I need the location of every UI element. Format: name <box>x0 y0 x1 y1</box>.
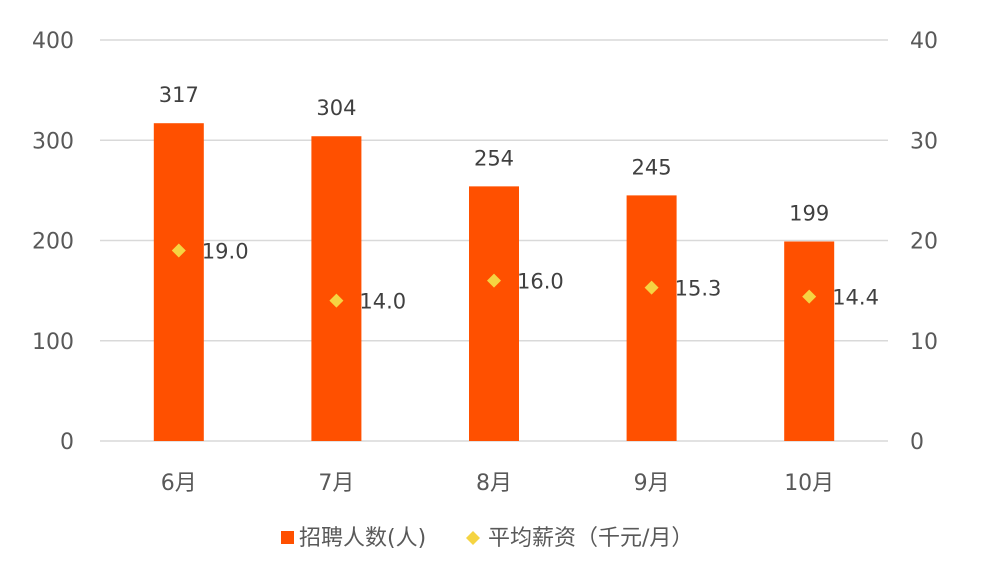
left-tick-label: 100 <box>32 330 74 355</box>
legend: 招聘人数(人) 平均薪资（千元/月） <box>281 526 693 551</box>
bar-value-label: 254 <box>474 146 514 170</box>
right-tick-label: 0 <box>910 430 924 455</box>
right-axis: 0 10 20 30 40 <box>910 29 938 455</box>
right-tick-label: 20 <box>910 230 938 255</box>
bar-data-labels: 317 304 254 245 199 <box>159 83 829 225</box>
category-label: 6月 <box>161 471 197 496</box>
salary-value-label: 15.3 <box>675 277 722 301</box>
salary-value-label: 14.0 <box>359 290 406 314</box>
bar-value-label: 199 <box>789 202 829 226</box>
left-axis: 0 100 200 300 400 <box>32 29 74 455</box>
bar <box>153 123 204 442</box>
left-tick-label: 200 <box>32 230 74 255</box>
category-label: 9月 <box>634 471 670 496</box>
category-label: 10月 <box>784 471 834 496</box>
left-tick-label: 300 <box>32 129 74 154</box>
x-axis-categories: 6月 7月 8月 9月 10月 <box>161 471 834 496</box>
salary-series <box>171 243 817 308</box>
bar <box>784 241 835 441</box>
salary-value-label: 14.4 <box>832 286 879 310</box>
bar-value-label: 245 <box>632 155 672 179</box>
right-tick-label: 40 <box>910 29 938 54</box>
legend-swatch-bar <box>281 531 294 544</box>
bar-value-label: 317 <box>159 83 199 107</box>
category-label: 8月 <box>476 471 512 496</box>
category-label: 7月 <box>318 471 354 496</box>
legend-label-salary: 平均薪资（千元/月） <box>488 526 693 551</box>
bar <box>469 186 519 441</box>
salary-marker <box>487 273 501 288</box>
salary-value-label: 16.0 <box>517 270 564 294</box>
salary-marker <box>644 280 659 295</box>
bar <box>626 195 677 441</box>
salary-marker <box>802 289 817 304</box>
right-tick-label: 10 <box>910 330 938 355</box>
bar-series <box>153 123 835 442</box>
salary-marker <box>329 293 344 308</box>
bar-value-label: 304 <box>316 96 356 120</box>
salary-value-label: 19.0 <box>202 240 249 264</box>
salary-marker <box>171 243 186 258</box>
right-tick-label: 30 <box>910 129 938 154</box>
legend-label-bar: 招聘人数(人) <box>299 526 426 551</box>
salary-data-labels: 19.0 14.0 16.0 15.3 14.4 <box>202 240 879 314</box>
left-tick-label: 400 <box>32 29 74 54</box>
left-tick-label: 0 <box>60 430 74 455</box>
bar <box>311 136 362 442</box>
legend-swatch-diamond <box>466 531 480 545</box>
